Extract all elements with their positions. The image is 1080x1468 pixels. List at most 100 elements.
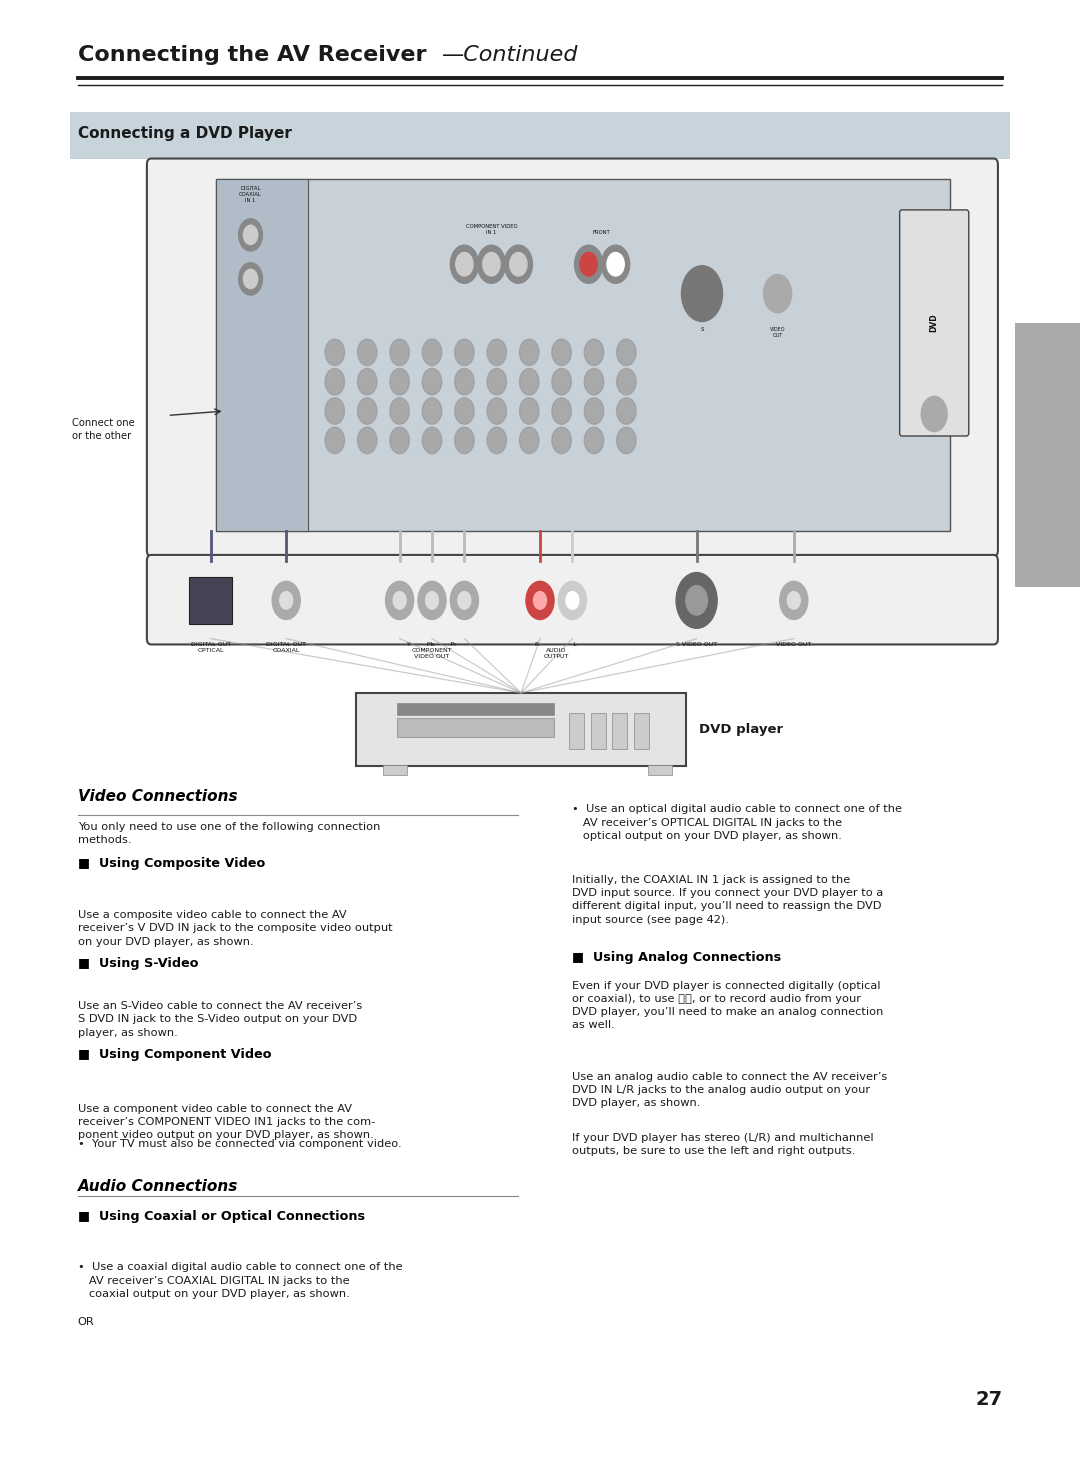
FancyBboxPatch shape — [70, 112, 1010, 159]
Text: Even if your DVD player is connected digitally (optical
or coaxial), to use ⓁⒾ, : Even if your DVD player is connected dig… — [572, 981, 883, 1031]
Text: •  Use a coaxial digital audio cable to connect one of the
   AV receiver’s COAX: • Use a coaxial digital audio cable to c… — [78, 1262, 403, 1299]
Bar — [1015, 323, 1080, 587]
Circle shape — [455, 339, 474, 366]
Circle shape — [280, 592, 293, 609]
Circle shape — [357, 339, 377, 366]
Text: •  Use an optical digital audio cable to connect one of the
   AV receiver’s OPT: • Use an optical digital audio cable to … — [572, 804, 903, 841]
Circle shape — [584, 368, 604, 395]
Text: DVD: DVD — [930, 314, 939, 332]
Circle shape — [584, 339, 604, 366]
Circle shape — [455, 368, 474, 395]
Circle shape — [607, 252, 624, 276]
Text: You only need to use one of the following connection
methods.: You only need to use one of the followin… — [78, 822, 380, 846]
Circle shape — [487, 427, 507, 454]
Circle shape — [566, 592, 579, 609]
Circle shape — [458, 592, 471, 609]
Circle shape — [552, 368, 571, 395]
Circle shape — [325, 427, 345, 454]
Text: R                 L
AUDIO
OUTPUT: R L AUDIO OUTPUT — [536, 642, 577, 659]
Circle shape — [325, 368, 345, 395]
Circle shape — [487, 339, 507, 366]
Circle shape — [243, 225, 258, 245]
Circle shape — [584, 427, 604, 454]
Circle shape — [552, 398, 571, 424]
Bar — [216, 179, 308, 531]
Circle shape — [617, 398, 636, 424]
Circle shape — [519, 368, 539, 395]
Circle shape — [519, 427, 539, 454]
Circle shape — [787, 592, 800, 609]
Circle shape — [272, 581, 300, 619]
Text: ■  Using S-Video: ■ Using S-Video — [78, 957, 199, 970]
Circle shape — [325, 398, 345, 424]
Text: Initially, the COAXIAL IN 1 jack is assigned to the
DVD input source. If you con: Initially, the COAXIAL IN 1 jack is assi… — [572, 875, 883, 925]
Circle shape — [686, 586, 707, 615]
Text: Connecting the AV Receiver: Connecting the AV Receiver — [78, 44, 427, 65]
Bar — [569, 713, 584, 749]
Text: DIGITAL OUT
OPTICAL: DIGITAL OUT OPTICAL — [190, 642, 231, 652]
Bar — [216, 179, 950, 531]
Circle shape — [487, 368, 507, 395]
Text: VIDEO OUT: VIDEO OUT — [777, 642, 811, 646]
Text: DVD player: DVD player — [699, 724, 783, 735]
Text: Use a composite video cable to connect the AV
receiver’s V DVD IN jack to the co: Use a composite video cable to connect t… — [78, 910, 392, 947]
Circle shape — [450, 245, 478, 283]
Text: —Continued: —Continued — [441, 44, 577, 65]
Circle shape — [504, 245, 532, 283]
Text: S VIDEO OUT: S VIDEO OUT — [676, 642, 717, 646]
Circle shape — [325, 339, 345, 366]
Circle shape — [418, 581, 446, 619]
Circle shape — [422, 339, 442, 366]
Circle shape — [534, 592, 546, 609]
Text: 27: 27 — [975, 1390, 1002, 1409]
Text: Video Connections: Video Connections — [78, 790, 238, 804]
Text: OR: OR — [78, 1317, 95, 1327]
Circle shape — [575, 245, 603, 283]
Text: VIDEO
OUT: VIDEO OUT — [770, 327, 785, 338]
Circle shape — [483, 252, 500, 276]
Bar — [383, 765, 407, 775]
Circle shape — [393, 592, 406, 609]
Circle shape — [357, 368, 377, 395]
Circle shape — [519, 339, 539, 366]
Text: Use a component video cable to connect the AV
receiver’s COMPONENT VIDEO IN1 jac: Use a component video cable to connect t… — [78, 1104, 375, 1141]
Circle shape — [580, 252, 597, 276]
Circle shape — [584, 398, 604, 424]
Text: FRONT: FRONT — [593, 230, 610, 235]
FancyBboxPatch shape — [147, 555, 998, 644]
Circle shape — [357, 427, 377, 454]
Circle shape — [617, 339, 636, 366]
Text: S: S — [700, 327, 704, 332]
Circle shape — [780, 581, 808, 619]
Circle shape — [390, 339, 409, 366]
Circle shape — [676, 573, 717, 628]
Circle shape — [455, 398, 474, 424]
Circle shape — [426, 592, 438, 609]
Circle shape — [617, 368, 636, 395]
Circle shape — [477, 245, 505, 283]
Circle shape — [681, 266, 723, 321]
Circle shape — [422, 368, 442, 395]
Circle shape — [552, 339, 571, 366]
Text: Use an S-Video cable to connect the AV receiver’s
S DVD IN jack to the S-Video o: Use an S-Video cable to connect the AV r… — [78, 1001, 362, 1038]
Circle shape — [526, 581, 554, 619]
Circle shape — [243, 269, 258, 289]
Circle shape — [422, 398, 442, 424]
Circle shape — [390, 427, 409, 454]
Circle shape — [455, 427, 474, 454]
Circle shape — [239, 219, 262, 251]
Text: Connecting a DVD Player: Connecting a DVD Player — [78, 126, 292, 141]
Bar — [397, 718, 554, 737]
Circle shape — [552, 427, 571, 454]
Circle shape — [602, 245, 630, 283]
Circle shape — [239, 263, 262, 295]
Text: Y        Pb        Pr
COMPONENT
VIDEO OUT: Y Pb Pr COMPONENT VIDEO OUT — [407, 642, 457, 659]
Text: DIGITAL
COAXIAL
IN 1: DIGITAL COAXIAL IN 1 — [239, 186, 262, 203]
Text: •  Your TV must also be connected via component video.: • Your TV must also be connected via com… — [78, 1139, 402, 1149]
Circle shape — [422, 427, 442, 454]
Circle shape — [450, 581, 478, 619]
Text: COMPONENT VIDEO
IN 1: COMPONENT VIDEO IN 1 — [465, 225, 517, 235]
Circle shape — [510, 252, 527, 276]
Bar — [648, 765, 672, 775]
Text: ■  Using Composite Video: ■ Using Composite Video — [78, 857, 265, 871]
